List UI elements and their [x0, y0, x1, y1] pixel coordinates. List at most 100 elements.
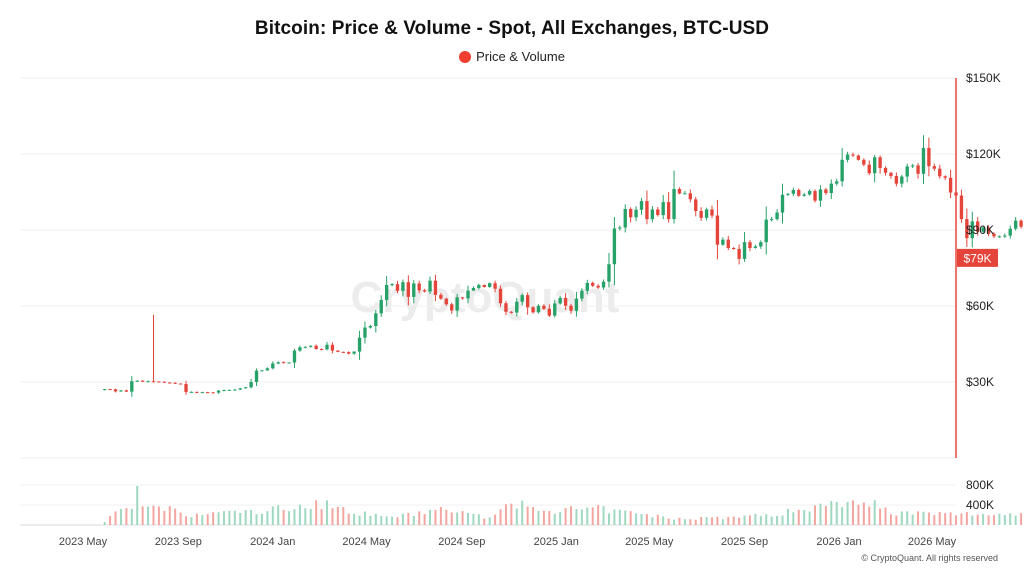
volume-bar: [255, 514, 258, 525]
candle-body: [585, 282, 589, 291]
volume-bar: [174, 508, 177, 525]
volume-bar: [266, 511, 269, 525]
candle-body: [168, 382, 172, 384]
candle-body: [802, 194, 806, 196]
volume-bar: [472, 513, 475, 525]
volume-bar: [711, 517, 714, 525]
volume-bar: [494, 514, 497, 525]
candle-body: [482, 284, 486, 287]
volume-bar: [656, 514, 659, 525]
candle-body: [417, 283, 421, 291]
volume-bar: [456, 512, 459, 525]
candle-body: [254, 370, 259, 382]
candle-body: [504, 303, 508, 312]
volume-bar: [1003, 515, 1006, 525]
volume-bar: [922, 511, 925, 525]
candle-body: [889, 172, 893, 177]
volume-bar: [960, 513, 963, 525]
volume-bar: [873, 500, 876, 525]
candle-body: [938, 168, 942, 177]
candle-body: [656, 209, 660, 216]
volume-bar: [499, 509, 502, 525]
candle-body: [905, 166, 909, 177]
volume-bar: [716, 516, 719, 525]
volume-bar: [602, 506, 605, 525]
volume-bar: [233, 510, 236, 525]
volume-bar: [407, 512, 410, 525]
volume-bar: [965, 512, 968, 525]
volume-bar: [429, 509, 432, 525]
volume-bar: [857, 504, 860, 525]
candle-body: [759, 242, 763, 247]
candle-body: [829, 183, 833, 194]
volume-bar: [645, 514, 648, 525]
candle-body: [227, 389, 232, 391]
candle-body: [672, 188, 676, 220]
candle-body: [108, 389, 112, 391]
volume-bar: [841, 507, 844, 525]
candle-body: [997, 236, 1002, 238]
volume-bar: [168, 506, 171, 525]
volume-bar: [206, 514, 209, 525]
volume-bar: [466, 513, 469, 525]
volume-bar: [1014, 515, 1017, 525]
volume-bar: [559, 512, 562, 525]
candle-body: [173, 382, 177, 384]
volume-bar: [808, 511, 811, 525]
volume-bar: [201, 515, 204, 525]
candle-body: [488, 283, 492, 287]
candle-body: [835, 181, 839, 184]
volume-bar: [607, 513, 610, 525]
volume-bar: [629, 511, 632, 525]
candle-body: [607, 264, 611, 282]
candle-body: [780, 194, 785, 213]
candle-body: [374, 313, 378, 327]
volume-bar: [396, 517, 399, 525]
candle-body: [721, 239, 725, 245]
volume-bar: [851, 500, 854, 525]
candle-body: [341, 351, 345, 353]
volume-bar: [293, 509, 296, 525]
volume-bar: [298, 504, 301, 525]
price-tick-label: $150K: [966, 71, 1001, 85]
volume-bar: [987, 515, 990, 525]
candle-body: [775, 212, 779, 220]
candle-body: [563, 297, 568, 306]
candle-body: [200, 392, 204, 394]
candle-body: [206, 392, 210, 394]
candle-body: [184, 384, 188, 392]
volume-tick-label: 400K: [966, 498, 994, 512]
candle-body: [498, 288, 503, 304]
volume-bar: [504, 504, 507, 525]
price-tick-label: $30K: [966, 375, 994, 389]
volume-bar: [326, 500, 329, 525]
volume-axis-ticks: 400K 800K: [966, 478, 994, 512]
candle-body: [569, 305, 573, 311]
volume-bar: [998, 513, 1001, 525]
candle-body: [948, 177, 953, 193]
volume-bar: [819, 503, 822, 525]
chart-legend[interactable]: Price & Volume: [0, 49, 1024, 64]
candle-body: [1008, 228, 1012, 236]
candle-body: [249, 382, 253, 388]
candle-body: [786, 193, 790, 195]
volume-bar: [770, 516, 773, 525]
candle-body: [466, 290, 470, 299]
volume-bar: [889, 514, 892, 525]
volume-bar: [271, 506, 274, 525]
volume-bar: [651, 517, 654, 525]
candle-body: [525, 295, 530, 308]
volume-bar: [678, 517, 681, 525]
volume-bar: [250, 509, 253, 525]
volume-bar: [385, 516, 388, 525]
price-tick-label: $60K: [966, 299, 994, 313]
volume-bar: [288, 511, 291, 525]
candle-body: [162, 381, 167, 383]
volume-bar: [260, 513, 263, 525]
candle-body: [726, 239, 730, 248]
volume-bar: [331, 508, 334, 525]
candle-body: [574, 298, 579, 311]
candle-body: [965, 219, 969, 239]
candle-body: [704, 209, 709, 218]
